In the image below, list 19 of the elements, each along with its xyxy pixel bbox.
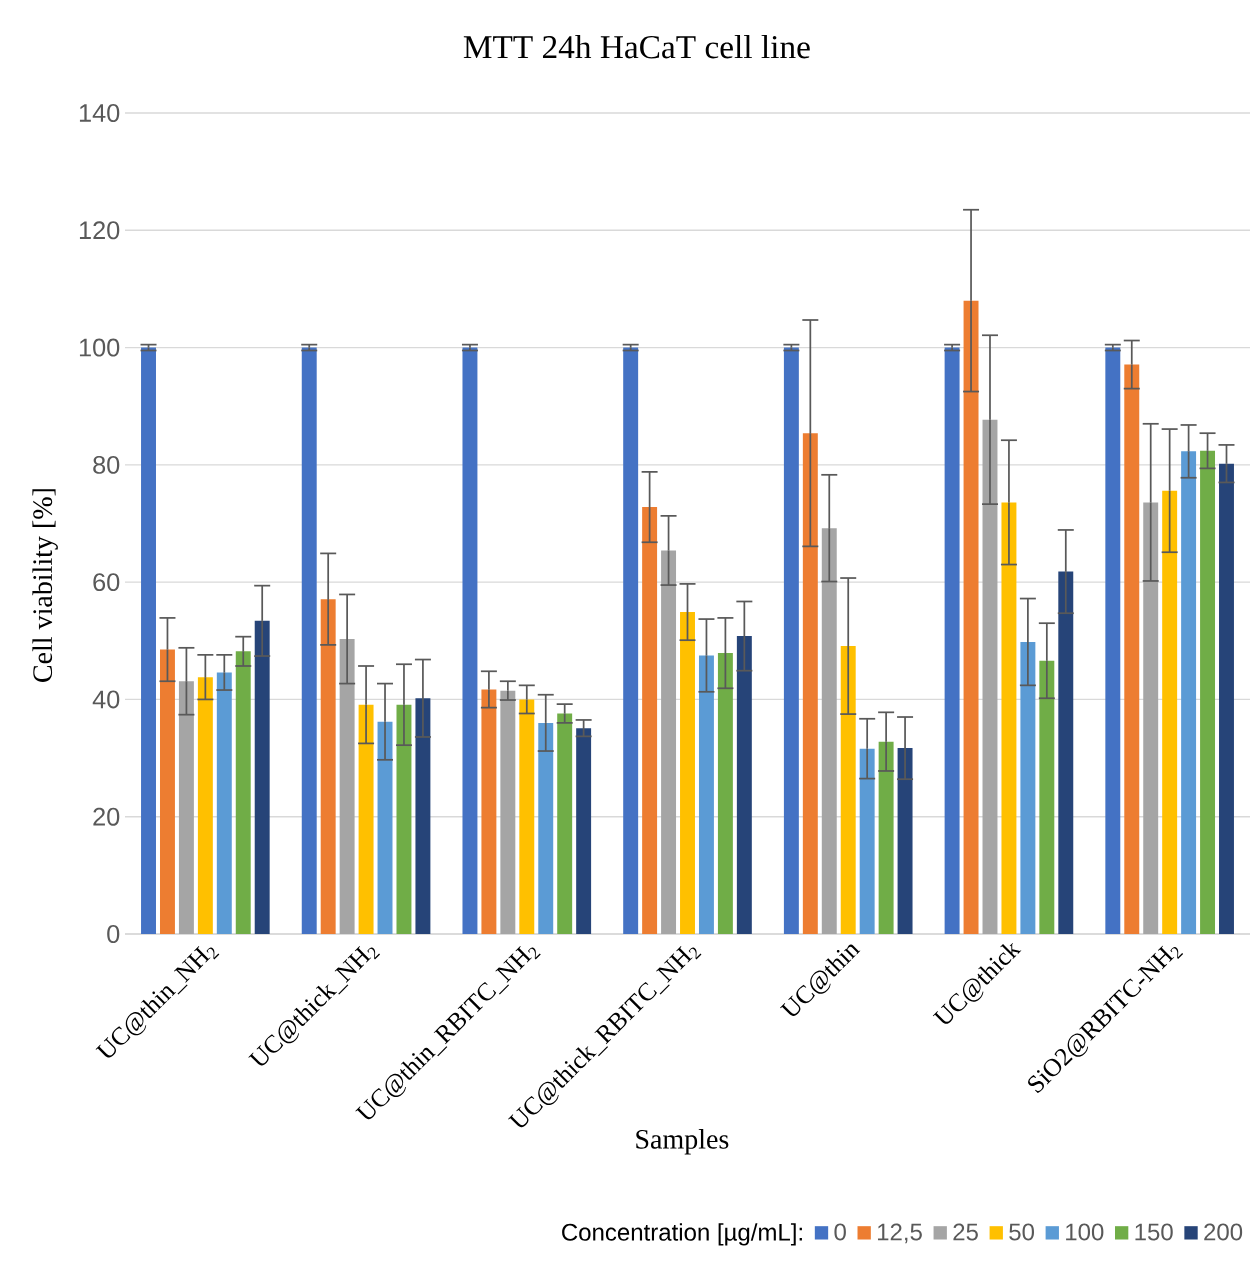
x-axis-title: Samples <box>636 1129 729 1155</box>
y-tick-label: 40 <box>92 690 120 709</box>
y-tick-label: 20 <box>93 807 120 826</box>
y-tick-label: 100 <box>79 338 120 357</box>
chart-title: MTT 24h HaCaT cell line <box>463 34 810 59</box>
legend-label: 25 <box>953 1223 978 1241</box>
legend-label: 50 <box>1009 1223 1035 1241</box>
legend-label: 150 <box>1135 1223 1173 1241</box>
y-tick-label: 140 <box>79 104 120 122</box>
y-tick-label: 80 <box>93 455 120 474</box>
y-axis-title: Cell viability [%] <box>32 489 58 682</box>
y-tick-label: 0 <box>107 925 120 943</box>
legend-title: Concentration [µg/mL]: <box>562 1223 802 1246</box>
y-tick-label: 120 <box>79 221 120 240</box>
legend-label: 100 <box>1066 1223 1104 1241</box>
legend-label: 200 <box>1204 1223 1243 1241</box>
legend-label: 12,5 <box>877 1223 922 1244</box>
legend-label: 0 <box>834 1223 846 1241</box>
y-tick-label: 60 <box>93 573 120 592</box>
